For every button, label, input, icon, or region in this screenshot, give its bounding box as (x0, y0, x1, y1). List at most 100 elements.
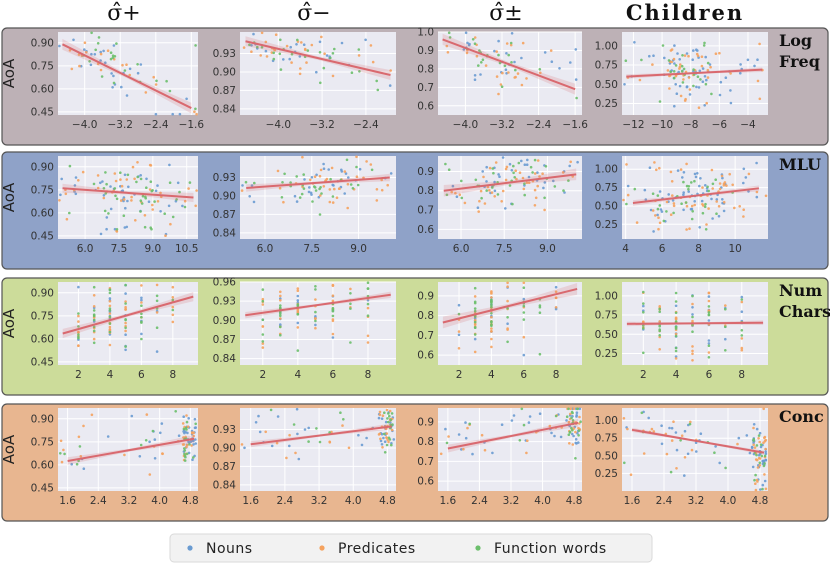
point-function-words (366, 287, 370, 290)
point-function-words (575, 96, 578, 100)
point-function-words (661, 44, 665, 47)
point-function-words (674, 311, 678, 315)
point-predicates (495, 75, 499, 78)
point-nouns (112, 44, 116, 47)
point-predicates (758, 464, 762, 467)
point-nouns (565, 419, 568, 422)
scatter-points (240, 407, 396, 461)
point-function-words (707, 344, 711, 348)
point-nouns (742, 181, 745, 185)
point-function-words (473, 320, 477, 324)
legend-item-function-words: Function words (475, 541, 606, 557)
scatter-points (444, 156, 579, 213)
point-predicates (186, 425, 190, 429)
point-function-words (496, 181, 499, 184)
regression-line (443, 173, 577, 192)
y-tick-label: 1.00 (595, 290, 618, 302)
point-predicates (261, 303, 265, 306)
point-nouns (711, 217, 714, 220)
x-tick-label: −3.2 (489, 119, 515, 131)
point-predicates (285, 456, 288, 460)
point-function-words (699, 78, 702, 81)
point-function-words (642, 302, 645, 305)
point-nouns (289, 45, 293, 49)
point-function-words (658, 307, 661, 311)
point-function-words (349, 341, 352, 344)
point-predicates (90, 413, 94, 417)
point-function-words (707, 356, 711, 359)
point-predicates (270, 51, 274, 54)
point-predicates (77, 344, 80, 347)
point-function-words (567, 179, 570, 182)
point-predicates (571, 443, 575, 446)
point-nouns (60, 177, 63, 181)
point-nouns (99, 232, 103, 236)
y-tick-label: 0.6 (417, 350, 434, 362)
point-function-words (763, 462, 766, 465)
point-function-words (533, 158, 537, 162)
point-predicates (711, 187, 714, 190)
point-nouns (58, 44, 61, 48)
x-tick-label: −4 (740, 119, 756, 131)
point-predicates (240, 443, 244, 446)
point-predicates (679, 94, 683, 98)
point-function-words (77, 333, 80, 336)
y-tick-label: 0.50 (595, 79, 618, 91)
point-predicates (674, 318, 678, 321)
point-nouns (676, 52, 679, 55)
point-predicates (682, 78, 685, 81)
point-function-words (92, 329, 96, 333)
point-function-words (370, 168, 374, 172)
point-function-words (319, 81, 322, 85)
point-nouns (504, 207, 507, 210)
point-nouns (297, 457, 301, 461)
point-nouns (682, 171, 686, 174)
point-nouns (307, 190, 311, 194)
point-function-words (706, 185, 709, 189)
point-nouns (698, 184, 701, 188)
point-function-words (685, 184, 689, 188)
point-predicates (626, 193, 630, 197)
point-predicates (140, 284, 143, 287)
point-predicates (85, 51, 88, 54)
point-nouns (671, 199, 675, 202)
point-predicates (301, 155, 304, 159)
point-function-words (109, 51, 113, 54)
y-tick-label: 0.25 (595, 348, 618, 360)
point-predicates (242, 46, 246, 49)
point-function-words (168, 89, 172, 93)
point-function-words (642, 290, 645, 294)
point-nouns (473, 78, 477, 81)
x-tick-label: 10.5 (175, 243, 198, 255)
point-nouns (279, 297, 282, 300)
point-function-words (473, 309, 477, 313)
point-function-words (688, 422, 692, 426)
point-predicates (683, 456, 687, 459)
point-nouns (168, 163, 171, 167)
point-function-words (498, 61, 502, 65)
point-nouns (194, 438, 197, 441)
point-predicates (259, 54, 263, 57)
point-predicates (635, 221, 639, 224)
point-function-words (366, 281, 370, 285)
point-predicates (764, 487, 768, 491)
point-function-words (307, 440, 310, 443)
point-function-words (296, 303, 300, 306)
point-function-words (90, 31, 93, 35)
point-nouns (668, 426, 671, 430)
point-nouns (120, 85, 123, 89)
point-function-words (707, 189, 710, 193)
point-predicates (473, 36, 477, 39)
point-function-words (444, 162, 447, 166)
point-predicates (181, 443, 185, 446)
plot-area (438, 156, 582, 239)
point-predicates (92, 337, 96, 341)
legend-label: Predicates (338, 541, 416, 557)
point-nouns (455, 195, 459, 198)
point-predicates (261, 346, 265, 349)
row-band-4 (1, 403, 829, 522)
point-predicates (658, 320, 661, 323)
plot-area (58, 32, 198, 115)
point-nouns (270, 444, 274, 448)
point-predicates (669, 213, 673, 216)
